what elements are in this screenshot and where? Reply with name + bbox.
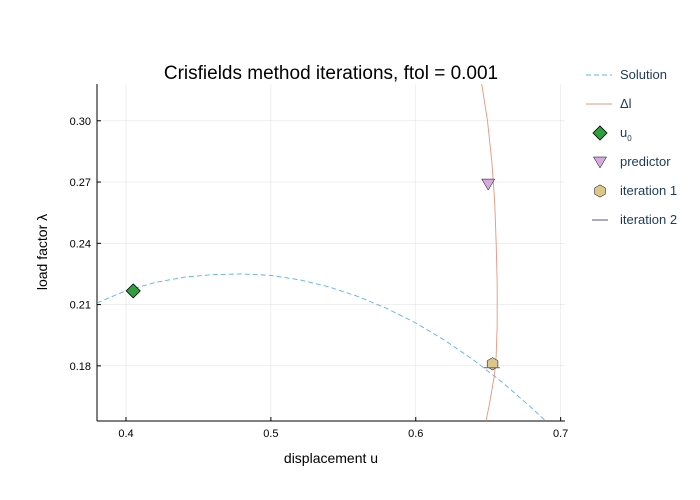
x-ticks: 0.4 0.5 0.6 0.7 bbox=[118, 417, 568, 440]
legend-item: predictor bbox=[593, 154, 671, 169]
series-4 bbox=[486, 357, 499, 371]
x-axis-title: displacement u bbox=[284, 450, 378, 466]
y-tick-label: 0.30 bbox=[70, 116, 91, 128]
legend-item: Δl bbox=[586, 96, 632, 111]
legend: Solution Δl u0 predictor iteration 1 iteratio… bbox=[586, 67, 677, 227]
legend-label: iteration 2 bbox=[620, 212, 677, 227]
y-tick-label: 0.27 bbox=[70, 177, 91, 189]
series-line-0 bbox=[97, 273, 547, 421]
axes bbox=[96, 84, 565, 422]
legend-label: iteration 1 bbox=[620, 183, 677, 198]
x-tick-label: 0.4 bbox=[118, 428, 133, 440]
y-tick-label: 0.24 bbox=[70, 238, 91, 250]
x-tick-label: 0.6 bbox=[408, 428, 423, 440]
legend-item: Solution bbox=[586, 67, 667, 82]
legend-label: Solution bbox=[620, 67, 667, 82]
legend-swatch bbox=[592, 125, 608, 141]
y-tick-label: 0.18 bbox=[70, 361, 91, 373]
data-point bbox=[486, 357, 499, 371]
series-0 bbox=[97, 273, 547, 421]
y-ticks: 0.18 0.21 0.24 0.27 0.30 bbox=[70, 116, 101, 373]
legend-item: u0 bbox=[592, 125, 632, 143]
chart-title: Crisfields method iterations, ftol = 0.0… bbox=[164, 63, 498, 84]
x-tick-label: 0.7 bbox=[553, 428, 568, 440]
legend-label-subscript: 0 bbox=[627, 134, 632, 143]
data-point bbox=[481, 178, 496, 191]
series-layer bbox=[97, 84, 547, 421]
series-2 bbox=[125, 283, 141, 299]
series-1 bbox=[481, 84, 498, 421]
y-axis-title: load factor λ bbox=[34, 214, 50, 290]
y-tick-label: 0.21 bbox=[70, 300, 91, 312]
legend-swatch bbox=[594, 184, 606, 198]
legend-item: iteration 2 bbox=[592, 212, 677, 227]
grid-lines bbox=[97, 84, 565, 421]
data-point bbox=[125, 283, 141, 299]
series-3 bbox=[481, 178, 496, 191]
series-line-1 bbox=[481, 84, 498, 421]
x-tick-label: 0.5 bbox=[263, 428, 278, 440]
legend-label: Δl bbox=[620, 96, 632, 111]
legend-swatch bbox=[593, 156, 607, 169]
legend-label: u0 bbox=[620, 125, 632, 143]
legend-label: predictor bbox=[620, 154, 671, 169]
legend-item: iteration 1 bbox=[594, 183, 677, 198]
